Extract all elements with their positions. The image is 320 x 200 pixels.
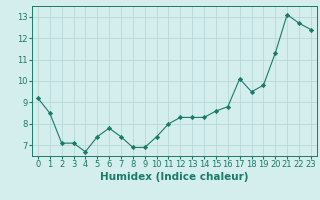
X-axis label: Humidex (Indice chaleur): Humidex (Indice chaleur) [100,172,249,182]
